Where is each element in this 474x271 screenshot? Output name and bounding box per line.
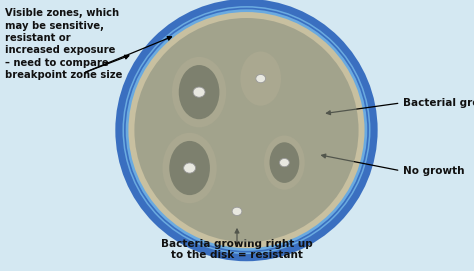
- Ellipse shape: [122, 6, 371, 254]
- Ellipse shape: [128, 12, 365, 248]
- Ellipse shape: [179, 65, 219, 119]
- Ellipse shape: [135, 18, 358, 242]
- Ellipse shape: [256, 75, 265, 83]
- Ellipse shape: [172, 57, 226, 127]
- Ellipse shape: [169, 141, 210, 195]
- Text: No growth: No growth: [403, 166, 465, 176]
- Ellipse shape: [240, 51, 281, 106]
- Ellipse shape: [232, 207, 242, 215]
- Text: Bacteria growing right up
to the disk = resistant: Bacteria growing right up to the disk = …: [161, 238, 313, 260]
- Text: Bacterial growth: Bacterial growth: [403, 98, 474, 108]
- Text: Visible zones, which
may be sensitive,
resistant or
increased exposure
– need to: Visible zones, which may be sensitive, r…: [5, 8, 122, 80]
- Ellipse shape: [270, 142, 299, 183]
- Ellipse shape: [183, 163, 196, 173]
- Ellipse shape: [264, 136, 305, 190]
- Ellipse shape: [115, 0, 378, 261]
- Ellipse shape: [280, 159, 289, 167]
- Ellipse shape: [193, 87, 205, 97]
- Ellipse shape: [163, 133, 217, 203]
